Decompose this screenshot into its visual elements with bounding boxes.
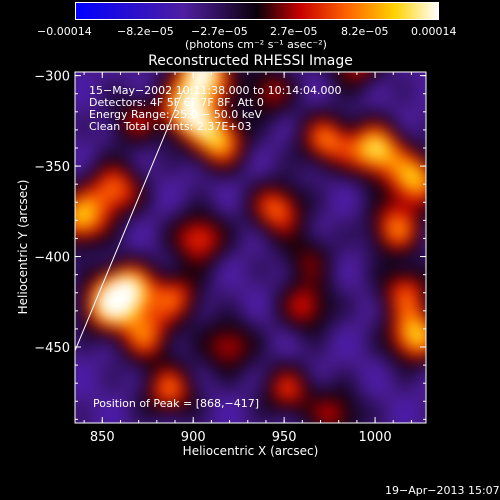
chart-title: Reconstructed RHESSI Image — [148, 53, 353, 69]
colorbar-unit-label: (photons cm⁻² s⁻¹ asec⁻²) — [185, 38, 327, 51]
y-tick-label: −400 — [34, 251, 70, 266]
colorbar-tick-label: −8.2e−05 — [117, 25, 174, 38]
y-axis-label: Heliocentric Y (arcsec) — [16, 179, 30, 315]
render-timestamp: 19−Apr−2013 15:07 — [385, 484, 500, 497]
peak-position-label: Position of Peak = [868,−417] — [93, 397, 260, 410]
solar-limb-line — [75, 88, 185, 351]
y-tick-label: −450 — [34, 341, 70, 356]
x-tick-label: 850 — [90, 430, 115, 445]
x-tick-label: 1000 — [359, 430, 392, 445]
colorbar-tick-label: 8.2e−05 — [341, 25, 389, 38]
y-tick-label: −300 — [34, 70, 70, 85]
annotation-detectors: Detectors: 4F 5F 6F 7F 8F, Att 0 — [89, 96, 264, 109]
annotation-energy: Energy Range: 25.0 − 50.0 keV — [89, 108, 263, 121]
colorbar-tick-label: 2.7e−05 — [270, 25, 318, 38]
colorbar-tick-label: −0.00014 — [37, 25, 92, 38]
x-tick-label: 950 — [272, 430, 297, 445]
colorbar-tick-label: 0.00014 — [411, 25, 457, 38]
colorbar-tick-label: −2.7e−05 — [191, 25, 248, 38]
colorbar — [75, 2, 439, 20]
plot-border — [74, 71, 427, 424]
heatmap-image — [75, 72, 426, 423]
y-tick-label: −350 — [34, 160, 70, 175]
x-axis-label: Heliocentric X (arcsec) — [182, 444, 319, 458]
plot-overlay — [75, 88, 185, 351]
annotation-time: 15−May−2002 10:11:38.000 to 10:14:04.000 — [89, 84, 342, 97]
x-tick-label: 900 — [181, 430, 206, 445]
heatmap-plot: 15−May−2002 10:11:38.000 to 10:14:04.000… — [75, 72, 426, 423]
annotation-clean: Clean Total counts: 2.37E+03 — [89, 120, 252, 133]
